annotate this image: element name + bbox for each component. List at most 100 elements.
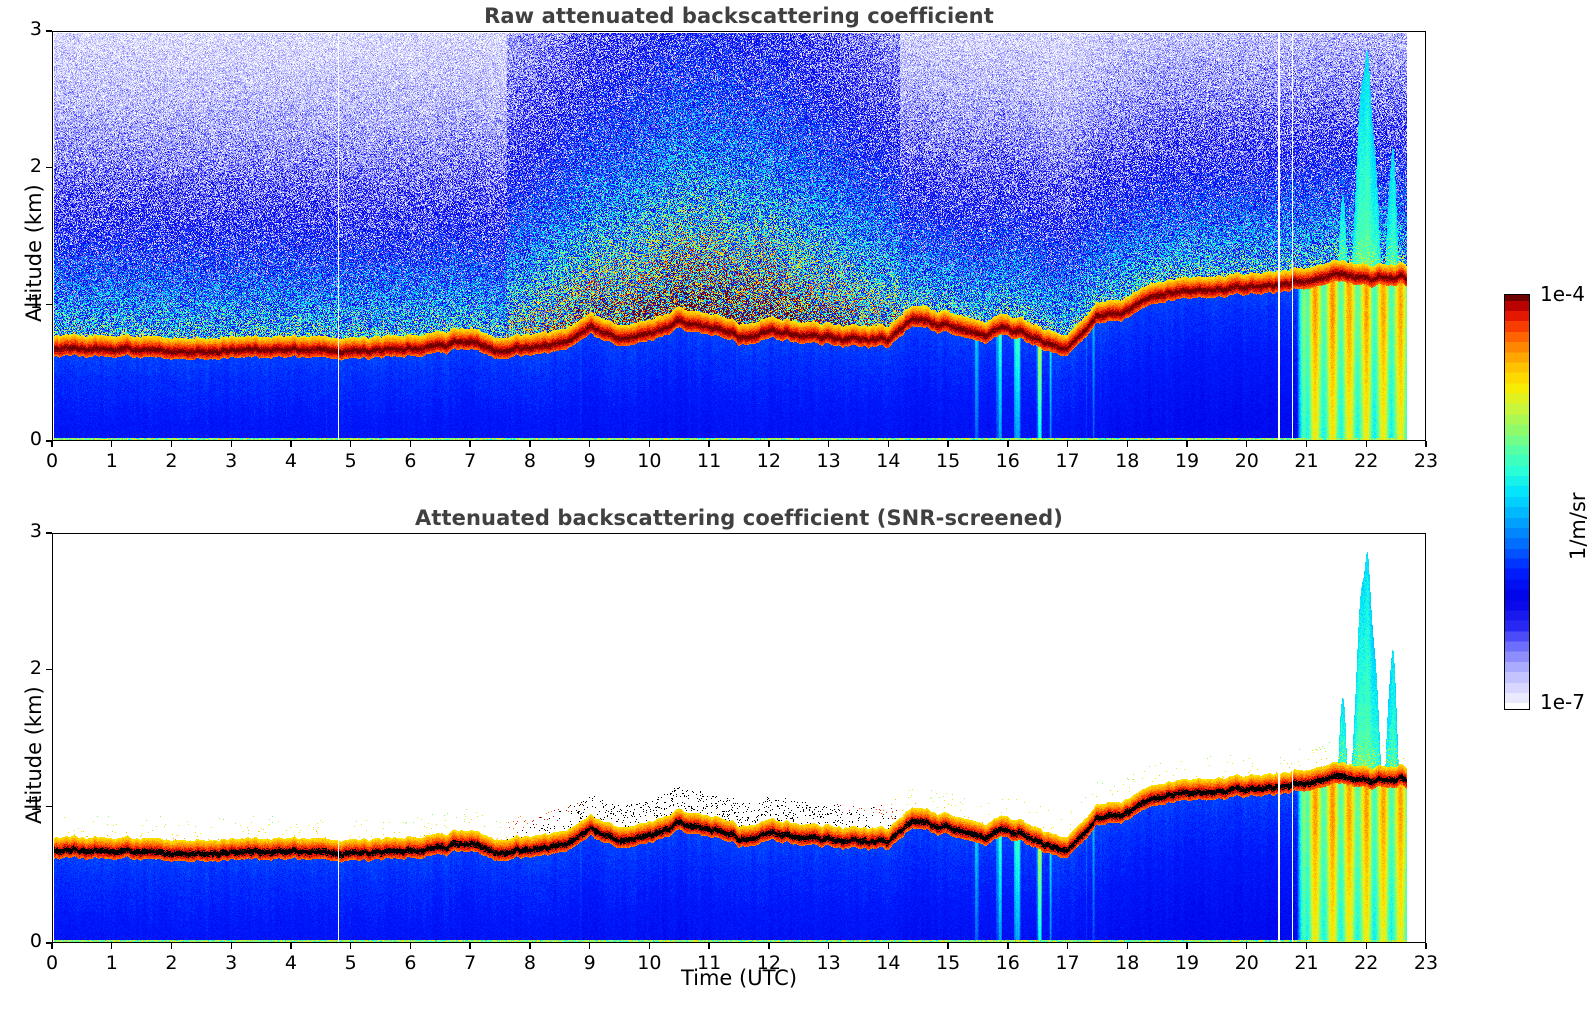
x-ticklabel-22-raw: 22	[1354, 450, 1379, 472]
x-ticklabel-6-raw: 6	[404, 450, 417, 472]
colorbar-unit-label: 1/m/sr	[1566, 492, 1590, 560]
x-tick-19-p0	[1186, 441, 1188, 447]
x-ticklabel-0-snr: 0	[45, 952, 59, 974]
x-ticklabel-12-raw: 12	[756, 450, 781, 472]
x-tick-7-p0	[469, 441, 471, 447]
x-tick-17-p1	[1066, 943, 1069, 949]
y-ticklabel-1-p1: 1	[29, 793, 42, 816]
x-ticklabel-17-raw: 17	[1055, 450, 1080, 472]
x-ticklabel-8-raw: 8	[523, 450, 536, 472]
x-ticklabel-13-raw: 13	[816, 450, 841, 472]
x-tick-18-p1	[1126, 943, 1128, 949]
x-tick-22-p0	[1365, 441, 1367, 447]
y-tick-0-p1	[46, 942, 52, 944]
x-ticklabel-13-snr: 13	[816, 952, 841, 974]
x-tick-21-p1	[1305, 943, 1308, 949]
x-tick-4-p1	[290, 943, 292, 949]
y-ticklabel-3-p1: 3	[29, 520, 42, 542]
y-tick-3-p1	[46, 532, 52, 534]
x-ticklabel-22-snr: 22	[1354, 952, 1379, 974]
x-ticklabel-5-raw: 5	[344, 450, 357, 472]
y-ticklabel-0-p0: 0	[29, 428, 42, 450]
x-ticklabel-2-raw: 2	[165, 450, 178, 472]
colorbar-gradient	[1504, 294, 1530, 710]
x-tick-6-p0	[409, 441, 412, 447]
x-tick-16-p1	[1007, 943, 1009, 949]
panel-title-raw: Raw attenuated backscattering coefficien…	[484, 4, 994, 28]
x-tick-5-p0	[349, 441, 352, 447]
x-tick-7-p1	[469, 943, 471, 949]
x-ticklabel-23-snr: 23	[1413, 952, 1439, 974]
x-tick-13-p1	[827, 943, 830, 949]
x-tick-21-p0	[1305, 441, 1308, 447]
x-tick-18-p0	[1126, 441, 1128, 447]
y-tick-0-p0	[46, 440, 52, 442]
x-tick-23-p1	[1425, 943, 1427, 949]
x-tick-2-p1	[170, 943, 173, 949]
x-ticklabel-14-raw: 14	[876, 450, 901, 472]
x-tick-3-p0	[230, 441, 232, 447]
x-ticklabel-4-snr: 4	[284, 952, 297, 974]
x-tick-8-p0	[529, 441, 531, 447]
x-tick-20-p0	[1246, 441, 1248, 447]
x-tick-17-p0	[1066, 441, 1069, 447]
x-tick-9-p0	[588, 441, 591, 447]
x-ticklabel-3-snr: 3	[225, 952, 238, 974]
x-ticklabel-16-raw: 16	[995, 450, 1020, 472]
y-ticklabel-2-p0: 2	[29, 154, 42, 177]
x-ticklabel-23-raw: 23	[1413, 450, 1439, 472]
x-ticklabel-1-raw: 1	[105, 450, 118, 472]
x-tick-3-p1	[230, 943, 232, 949]
heatmap-raw	[53, 32, 1425, 440]
x-ticklabel-14-snr: 14	[876, 952, 901, 974]
heatmap-snr	[53, 534, 1425, 942]
x-tick-1-p1	[111, 943, 113, 949]
x-ticklabel-3-raw: 3	[225, 450, 238, 472]
x-tick-15-p0	[947, 441, 949, 447]
x-tick-5-p1	[349, 943, 352, 949]
x-ticklabel-5-snr: 5	[344, 952, 357, 974]
x-tick-12-p0	[768, 441, 770, 447]
x-tick-2-p0	[170, 441, 173, 447]
y-tick-1-p0	[46, 303, 52, 306]
y-ticklabel-0-p1: 0	[29, 930, 42, 952]
y-ticklabel-1-p0: 1	[29, 291, 42, 314]
y-tick-2-p1	[46, 668, 52, 671]
x-ticklabel-18-snr: 18	[1115, 952, 1140, 974]
colorbar-min-label: 1e-7	[1540, 690, 1585, 714]
y-ticklabel-3-p0: 3	[29, 18, 42, 40]
x-ticklabel-9-snr: 9	[583, 952, 596, 974]
x-ticklabel-8-snr: 8	[523, 952, 536, 974]
x-tick-13-p0	[827, 441, 830, 447]
x-tick-16-p0	[1007, 441, 1009, 447]
colorbar-max-label: 1e-4	[1540, 282, 1585, 306]
x-tick-22-p1	[1365, 943, 1367, 949]
x-ticklabel-20-raw: 20	[1234, 450, 1259, 472]
x-ticklabel-15-snr: 15	[935, 952, 961, 974]
y-ticklabel-2-p1: 2	[29, 656, 42, 679]
x-tick-14-p0	[887, 441, 890, 447]
x-ticklabel-7-raw: 7	[464, 450, 477, 472]
x-tick-0-p0	[51, 441, 53, 447]
x-ticklabel-20-snr: 20	[1234, 952, 1259, 974]
x-tick-6-p1	[409, 943, 412, 949]
x-ticklabel-18-raw: 18	[1115, 450, 1140, 472]
x-ticklabel-21-snr: 21	[1294, 952, 1319, 974]
panel-title-snr: Attenuated backscattering coefficient (S…	[415, 506, 1063, 530]
x-ticklabel-16-snr: 16	[995, 952, 1020, 974]
x-ticklabel-7-snr: 7	[464, 952, 477, 974]
x-tick-11-p1	[708, 943, 710, 949]
x-ticklabel-19-raw: 19	[1174, 450, 1200, 472]
x-ticklabel-11-raw: 11	[697, 450, 722, 472]
x-ticklabel-0-raw: 0	[45, 450, 59, 472]
y-tick-3-p0	[46, 30, 52, 32]
x-ticklabel-21-raw: 21	[1294, 450, 1319, 472]
x-ticklabel-15-raw: 15	[935, 450, 961, 472]
x-tick-19-p1	[1186, 943, 1188, 949]
x-tick-1-p0	[111, 441, 113, 447]
x-axis-title: Time (UTC)	[680, 966, 798, 990]
x-tick-9-p1	[588, 943, 591, 949]
x-tick-10-p1	[648, 943, 651, 949]
x-tick-10-p0	[648, 441, 651, 447]
